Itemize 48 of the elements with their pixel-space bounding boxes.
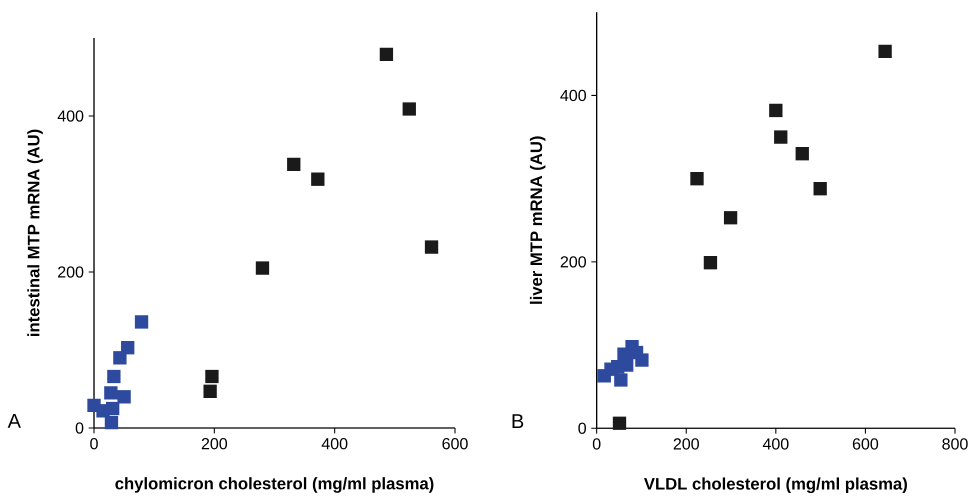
point (106, 402, 120, 416)
text: A (8, 414, 21, 428)
y-axis-title: liver MTP mRNA (AU) (530, 136, 546, 304)
point (121, 340, 134, 354)
y-axis-title: intestinal MTP mRNA (AU) (27, 130, 43, 336)
point (796, 147, 809, 160)
point (311, 172, 324, 186)
point (287, 158, 300, 172)
point (724, 211, 738, 224)
point (256, 261, 270, 275)
point (117, 390, 131, 404)
point (205, 370, 219, 384)
point (614, 373, 628, 387)
y-tick-label: 400 (560, 90, 586, 102)
x-axis-title: chylomicron cholesterol (mg/ml plasma) (115, 477, 434, 493)
point (402, 102, 416, 116)
point (690, 172, 704, 186)
y-tick-label: 200 (560, 256, 586, 268)
point (113, 351, 127, 364)
point (104, 416, 118, 430)
point (203, 384, 217, 398)
x-tick-label: 0 (90, 438, 98, 450)
y-tick-label: 400 (58, 110, 84, 122)
point (814, 182, 827, 196)
point (635, 353, 649, 367)
point (424, 240, 438, 254)
point (134, 315, 148, 329)
x-tick-label: 0 (592, 438, 600, 450)
point (612, 416, 626, 430)
x-tick-label: 800 (942, 438, 968, 450)
x-tick-label: 600 (852, 438, 878, 450)
x-tick-label: 200 (202, 438, 228, 450)
point (104, 386, 118, 400)
x-tick-label: 200 (674, 438, 699, 450)
point (380, 48, 394, 62)
x-axis-title: VLDL cholesterol (mg/ml plasma) (644, 477, 907, 494)
point (878, 44, 892, 58)
y-tick-label: 0 (578, 422, 586, 434)
y-tick-label: 0 (76, 422, 84, 434)
point (774, 130, 788, 144)
y-tick-label: 200 (58, 266, 84, 278)
point (704, 256, 718, 270)
point (769, 104, 782, 118)
point (107, 370, 121, 384)
x-tick-label: 600 (442, 438, 468, 450)
text: B (512, 414, 524, 428)
x-tick-label: 400 (322, 438, 348, 450)
x-tick-label: 400 (762, 438, 789, 450)
